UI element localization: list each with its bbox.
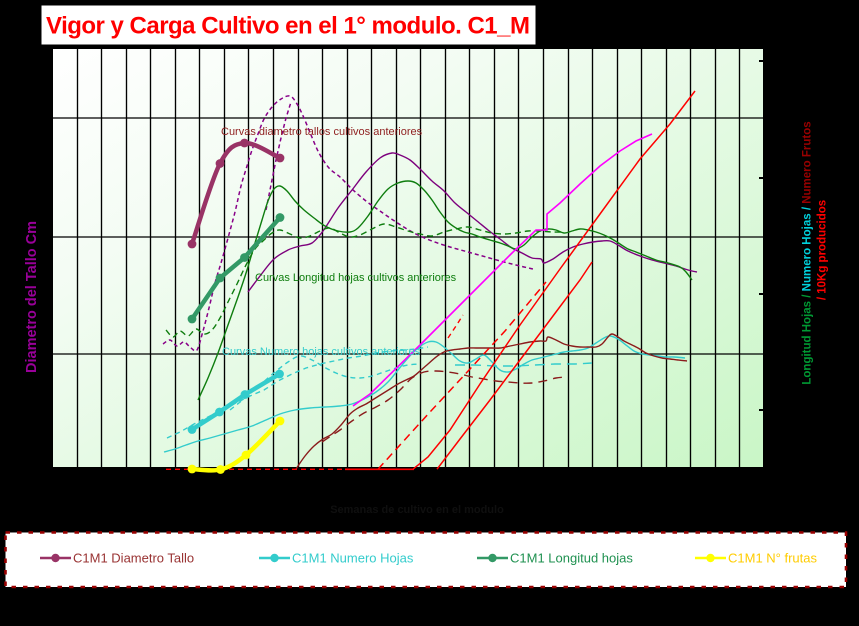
svg-text:/ 10Kg producidos: / 10Kg producidos <box>817 200 829 300</box>
svg-text:Longitud Hojas / Numero Hojas: Longitud Hojas / Numero Hojas / Numero F… <box>802 121 814 384</box>
svg-text:Semanas de cultivo en el modul: Semanas de cultivo en el modulo <box>330 504 504 516</box>
svg-text:C1M1 Longitud hojas: C1M1 Longitud hojas <box>510 551 633 566</box>
svg-text:Curvas Longitud hojas cultivos: Curvas Longitud hojas cultivos anteriore… <box>255 272 457 284</box>
svg-text:C1M1 Diametro Tallo: C1M1 Diametro Tallo <box>73 551 194 566</box>
svg-text:Diametro del Tallo Cm: Diametro del Tallo Cm <box>24 221 40 373</box>
svg-text:C1M1 Numero Hojas: C1M1 Numero Hojas <box>292 551 414 566</box>
svg-text:Vigor y Carga Cultivo en el 1°: Vigor y Carga Cultivo en el 1° modulo. C… <box>46 13 530 40</box>
svg-text:C1M1 N° frutas: C1M1 N° frutas <box>728 551 818 566</box>
svg-text:Curvas Numero hojas cultivos a: Curvas Numero hojas cultivos anteriores <box>222 346 421 358</box>
svg-text:Curvas diametro tallos cultivo: Curvas diametro tallos cultivos anterior… <box>221 126 423 138</box>
